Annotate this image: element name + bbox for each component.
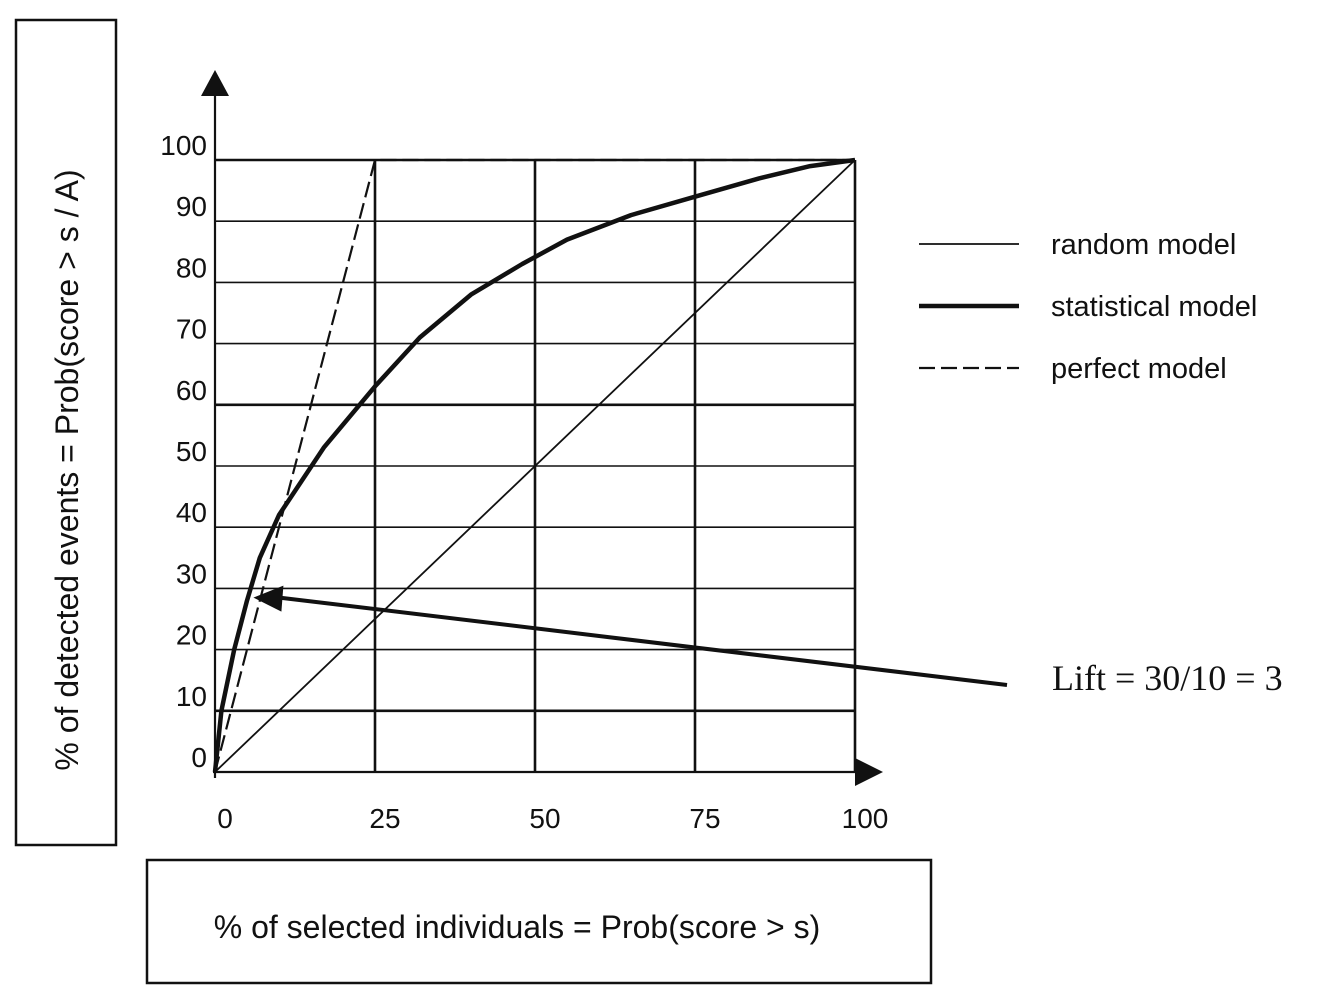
annotation-text: Lift = 30/10 = 3 (1052, 658, 1283, 698)
x-tick-label: 0 (217, 803, 233, 834)
legend-label: perfect model (1051, 353, 1227, 385)
x-tick-label: 75 (689, 803, 720, 834)
y-tick-label: 90 (176, 191, 207, 222)
annotation-arrow-line (279, 595, 1008, 687)
y-tick-label: 50 (176, 436, 207, 467)
y-tick-label: 70 (176, 314, 207, 345)
y-tick-label: 30 (176, 558, 207, 589)
annotation: Lift = 30/10 = 3 (253, 585, 1283, 698)
x-axis-title: % of selected individuals = Prob(score >… (214, 909, 821, 945)
y-tick-label: 40 (176, 497, 207, 528)
y-axis-arrow (201, 70, 229, 96)
y-tick-label: 10 (176, 681, 207, 712)
y-tick-labels: 0 10 20 30 40 50 60 70 80 90 100 (160, 130, 207, 773)
legend-label: statistical model (1051, 291, 1257, 323)
x-tick-label: 100 (842, 803, 889, 834)
legend: random model statistical model perfect mod… (919, 229, 1257, 385)
annotation-arrow-head (253, 585, 284, 612)
axes (201, 70, 883, 786)
series-lines (212, 157, 856, 773)
y-axis-title: % of detected events = Prob(score > s / … (49, 169, 85, 770)
x-axis-arrow (855, 758, 883, 786)
y-tick-label: 60 (176, 375, 207, 406)
y-tick-label: 100 (160, 130, 207, 161)
series-statistical-model (212, 157, 856, 773)
y-tick-label: 20 (176, 620, 207, 651)
y-tick-label: 80 (176, 252, 207, 283)
x-tick-label: 50 (529, 803, 560, 834)
series-random-model (214, 159, 856, 773)
x-tick-label: 25 (369, 803, 400, 834)
y-axis-title-box (14, 18, 118, 847)
series-perfect-model (213, 158, 855, 773)
legend-label: random model (1051, 229, 1236, 261)
y-tick-label: 0 (191, 742, 207, 773)
x-tick-labels: 0 25 50 75 100 (217, 803, 888, 834)
x-axis-title-box (145, 858, 933, 985)
